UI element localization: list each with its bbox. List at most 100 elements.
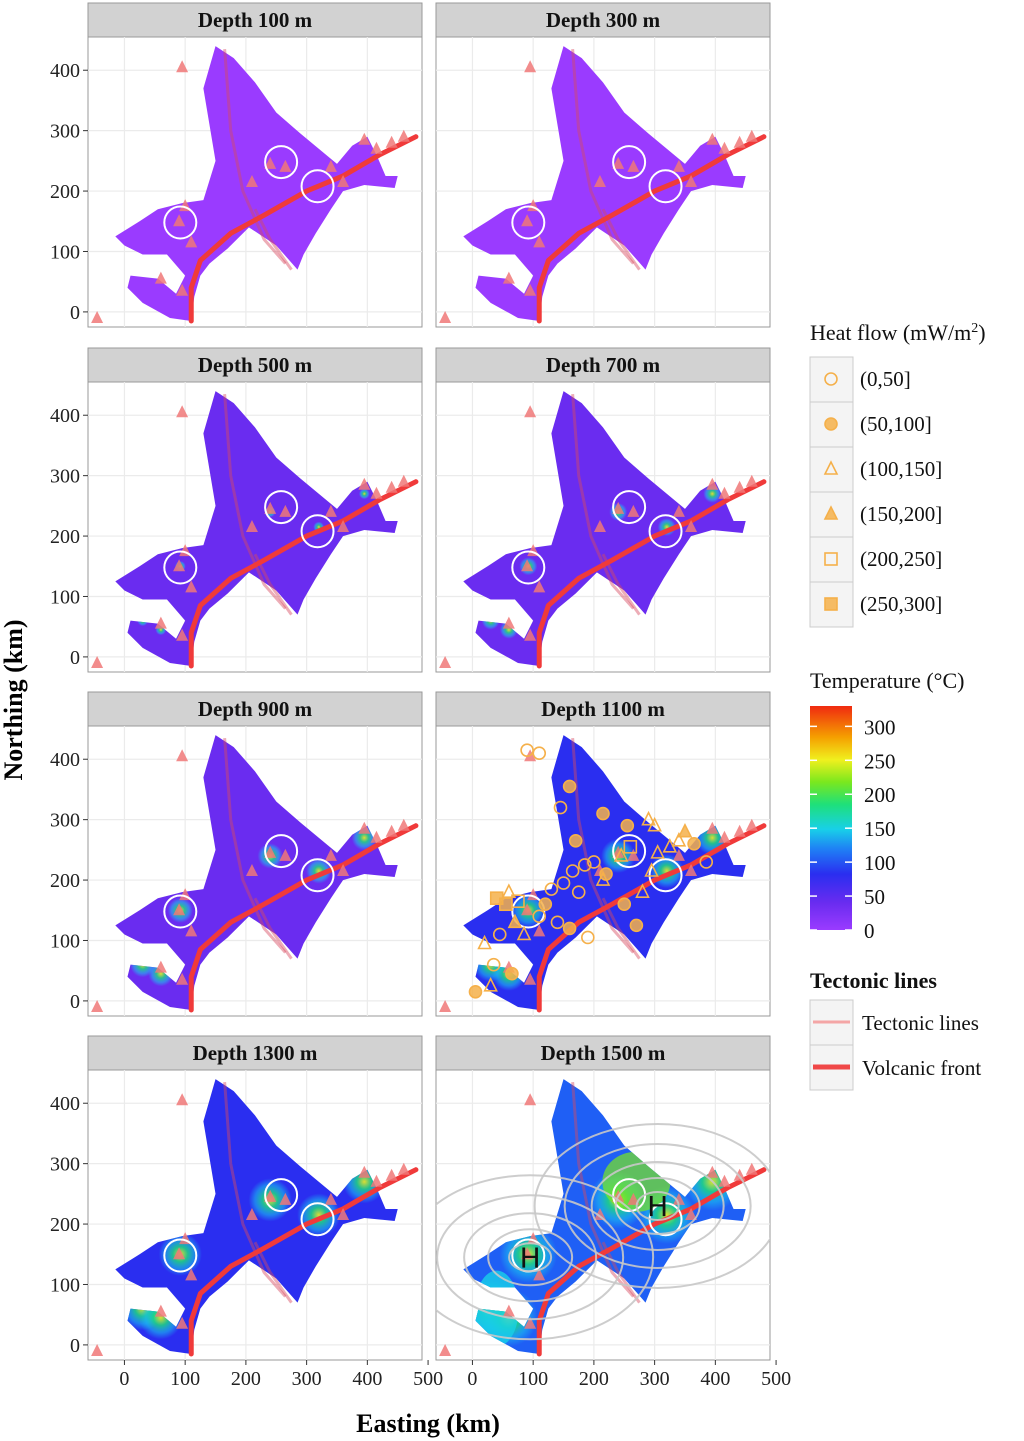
volcano-marker [337, 520, 350, 532]
y-tick-label: 200 [50, 870, 80, 892]
volcano-marker [358, 132, 371, 145]
volcano-marker [706, 477, 719, 490]
volcano-marker [397, 474, 410, 487]
volcano-marker [279, 848, 292, 861]
volcano-marker [524, 405, 537, 418]
heat-flow-point [699, 855, 714, 869]
facet-panel: Depth 100 m 0 100 200 300 400 [50, 2, 423, 328]
volcano-marker [733, 480, 746, 493]
volcano-marker [672, 159, 685, 172]
volcano-marker [176, 1316, 189, 1329]
y-tick-label: 0 [70, 1335, 80, 1357]
colorbar-tick-label: 200 [864, 783, 896, 807]
volcano-marker [524, 60, 537, 73]
x-tick-label: 0 [467, 1368, 477, 1390]
plot-content [88, 37, 422, 327]
caldera-circle [163, 205, 198, 240]
density-contour [487, 1228, 574, 1287]
heat-flow-point [620, 818, 635, 833]
volcano-marker [672, 1192, 685, 1205]
y-tick-label: 200 [50, 1214, 80, 1236]
volcano-marker [706, 132, 719, 145]
contour-high-label: H [520, 1241, 541, 1274]
heat-flow-point [538, 897, 553, 912]
caldera-circle [511, 205, 546, 240]
volcano-marker [718, 1174, 731, 1187]
volcano-marker [521, 903, 534, 916]
tectonic-legend-label: Tectonic lines [862, 1011, 979, 1035]
caldera-circle [612, 145, 647, 180]
y-tick-label: 300 [50, 466, 80, 488]
y-tick-label: 0 [70, 991, 80, 1013]
heat-flow-point [617, 897, 632, 912]
volcano-marker [358, 477, 371, 490]
heat-flow-point [562, 921, 577, 936]
heat-flow-point [581, 930, 595, 945]
caldera-circle [511, 550, 546, 585]
y-tick-label: 400 [50, 405, 80, 427]
heat-flow-point [641, 810, 656, 826]
volcano-marker [533, 580, 546, 593]
volcano-marker [91, 655, 104, 668]
y-tick-label: 100 [50, 586, 80, 608]
volcano-marker [521, 559, 534, 572]
volcano-marker [612, 156, 625, 169]
heat-flow-point [647, 816, 662, 832]
y-tick-label: 100 [50, 930, 80, 952]
volcano-marker [185, 580, 198, 593]
caldera-circle [300, 858, 335, 893]
facet-strip [87, 2, 423, 38]
volcano-marker [685, 864, 698, 876]
heat-flow-point [824, 417, 838, 431]
caldera-circle [300, 169, 335, 204]
heat-flow-legend-title: Heat flow (mW/m2) [810, 320, 986, 345]
volcano-marker [358, 1165, 371, 1178]
facet-strip-label: Depth 100 m [198, 8, 313, 32]
heat-flow-point [532, 746, 547, 760]
volcano-marker [173, 214, 186, 227]
density-contour [508, 1242, 553, 1273]
y-tick-label: 100 [50, 241, 80, 263]
volcano-marker [385, 824, 398, 837]
volcano-marker [627, 504, 640, 517]
temperature-colorbar [810, 706, 852, 930]
heat-flow-point [483, 977, 498, 992]
volcano-marker [154, 1304, 167, 1317]
heat-flow-legend-label: (150,200] [860, 502, 942, 526]
volcano-marker [154, 960, 167, 973]
facet-panel: Depth 1500 m H H 0 100 200 300 400 500 [435, 1035, 791, 1390]
island-fill [463, 391, 746, 666]
volcano-marker [685, 520, 698, 532]
volcano-marker [245, 1208, 258, 1220]
heat-flow-point [823, 460, 839, 475]
heat-flow-point [824, 597, 838, 611]
colorbar-tick-label: 300 [864, 715, 896, 739]
volcano-marker [612, 845, 625, 858]
density-contour [563, 1142, 752, 1269]
volcanic-front [536, 1167, 767, 1357]
heat-flow-point [644, 862, 659, 877]
y-tick-label: 200 [50, 181, 80, 203]
volcano-marker [439, 999, 452, 1012]
y-tick-label: 0 [70, 647, 80, 669]
volcano-marker [439, 655, 452, 668]
volcano-marker [91, 1343, 104, 1356]
volcano-marker [245, 520, 258, 532]
volcano-marker [627, 848, 640, 861]
x-tick-label: 500 [413, 1368, 443, 1390]
heat-flow-point [492, 927, 507, 942]
plot-content [88, 382, 422, 672]
y-axis-title: Northing (km) [0, 619, 28, 780]
volcano-marker [718, 486, 731, 499]
volcano-marker [502, 271, 515, 284]
volcano-marker [627, 1192, 640, 1205]
facet-strip [435, 1035, 771, 1071]
heat-flow-point [550, 915, 565, 930]
plot-content [436, 726, 770, 1016]
volcano-marker [176, 405, 189, 418]
volcano-marker [385, 135, 398, 148]
heat-flow-point [532, 909, 547, 924]
volcano-marker [370, 486, 383, 499]
heat-flow-point [468, 985, 483, 999]
volcano-marker [502, 616, 515, 629]
